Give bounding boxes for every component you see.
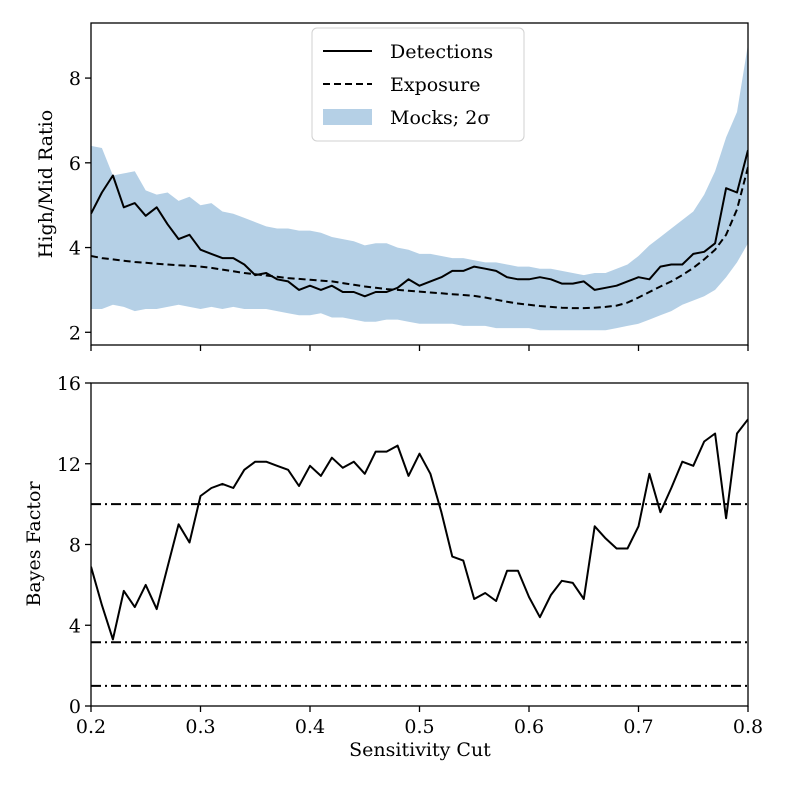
y-tick-label: 4 [69, 238, 81, 260]
y-tick-label: 2 [69, 322, 81, 344]
x-tick-label: 0.3 [185, 716, 215, 738]
detections-line [91, 149, 748, 298]
x-tick-label: 0.2 [76, 716, 106, 738]
y-tick-label: 6 [69, 153, 81, 175]
bottom-y-axis-label: Bayes Factor [23, 481, 45, 607]
bayes-reference-lines [91, 503, 748, 687]
legend-mocks-label: Mocks; 2σ [390, 107, 490, 129]
mocks-band [91, 44, 748, 331]
x-axis-label: Sensitivity Cut [349, 739, 491, 761]
top-y-axis-label: High/Mid Ratio [35, 110, 57, 258]
y-tick-label: 4 [69, 615, 81, 637]
y-tick-label: 16 [57, 373, 81, 395]
y-tick-label: 12 [57, 454, 81, 476]
top-panel: 2 4 6 8 High/Mid Ratio Detections Exposure … [35, 22, 749, 351]
legend-exposure-label: Exposure [390, 74, 481, 96]
exposure-line [91, 166, 748, 310]
legend: Detections Exposure Mocks; 2σ [311, 27, 525, 142]
x-tick-label: 0.7 [623, 716, 653, 738]
y-tick-label: 0 [69, 696, 81, 718]
top-y-ticks: 2 4 6 8 [69, 68, 91, 344]
x-tick-label: 0.8 [733, 716, 763, 738]
x-tick-label: 0.4 [295, 716, 325, 738]
bottom-x-ticks: 0.2 0.3 0.4 0.5 0.6 0.7 0.8 [76, 706, 763, 738]
bayes-factor-line [91, 418, 748, 641]
x-tick-label: 0.5 [404, 716, 434, 738]
x-tick-label: 0.6 [514, 716, 544, 738]
y-tick-label: 8 [69, 68, 81, 90]
y-tick-label: 8 [69, 535, 81, 557]
bottom-axes-frame [90, 382, 749, 707]
top-x-ticks [90, 345, 749, 351]
bottom-y-ticks: 0 4 8 12 16 [57, 373, 91, 718]
legend-detections-label: Detections [390, 41, 493, 63]
bottom-panel: 0.2 0.3 0.4 0.5 0.6 0.7 0.8 0 4 8 12 16 Bayes Fact… [23, 373, 763, 761]
legend-mocks-swatch [323, 109, 372, 125]
